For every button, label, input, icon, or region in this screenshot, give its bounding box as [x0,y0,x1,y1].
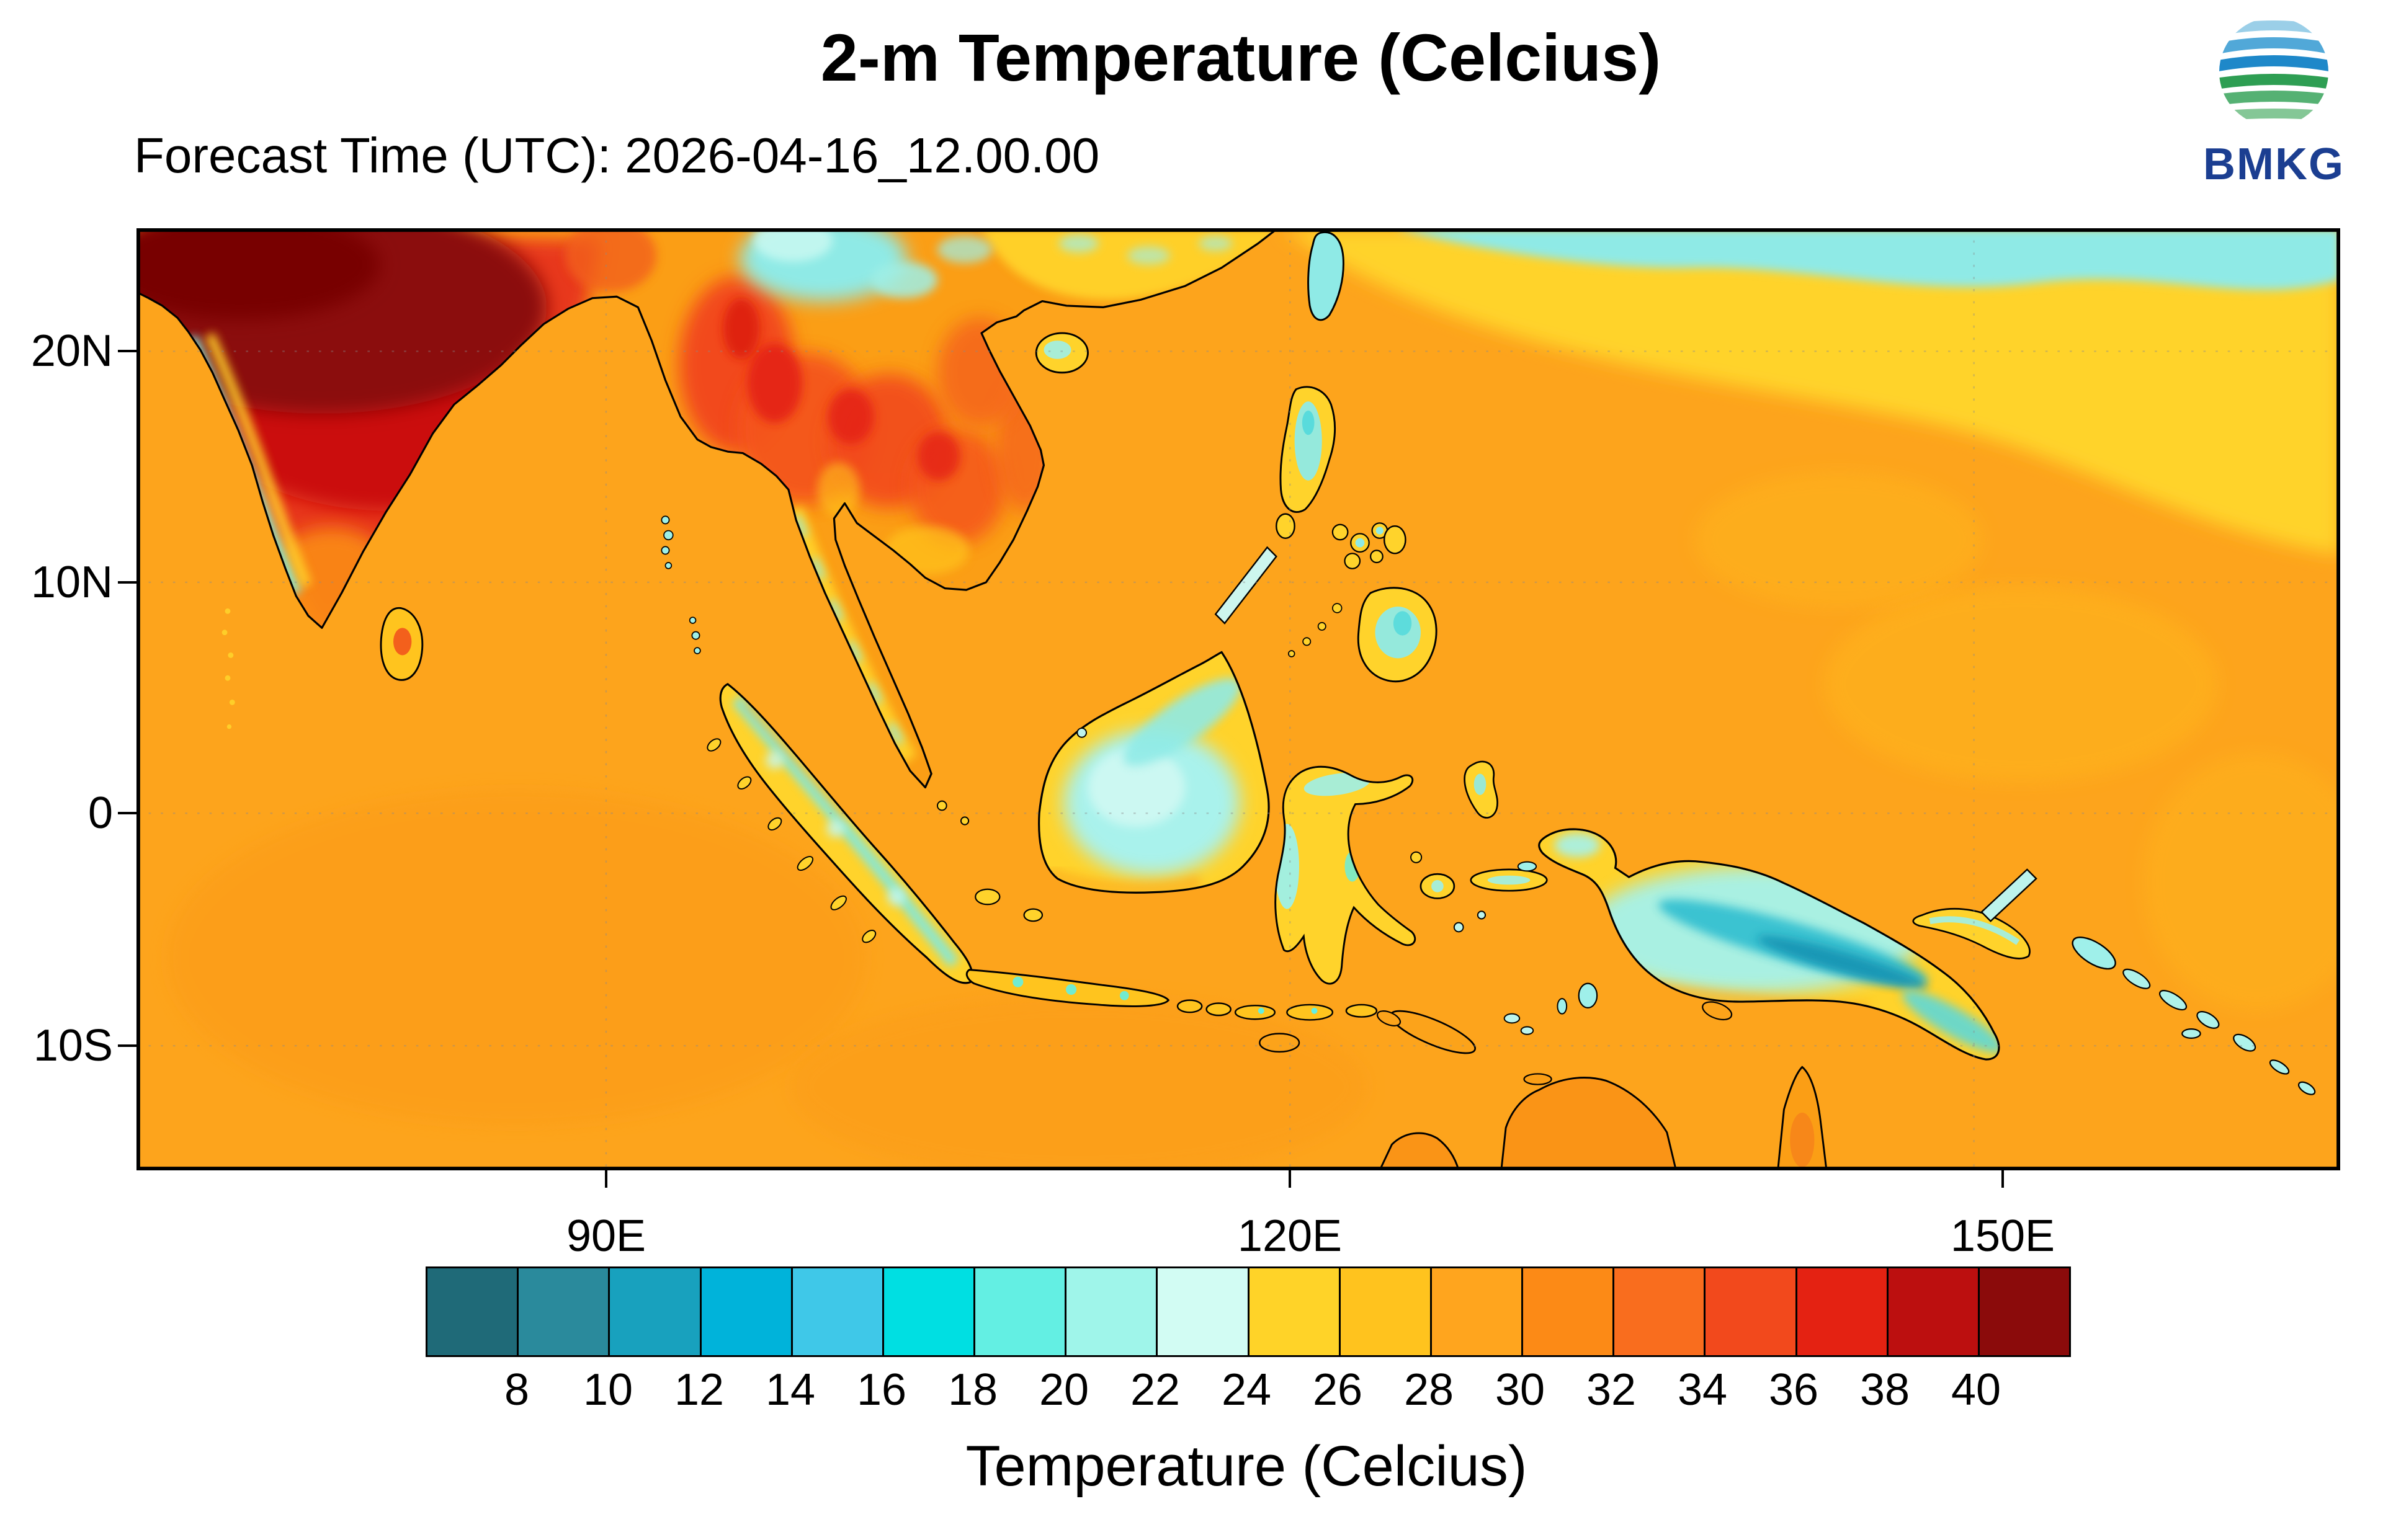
colorbar-tick-label: 20 [1039,1365,1089,1415]
colorbar-cell [427,1268,519,1355]
island-sumatra [707,683,1044,984]
island-sulawesi-maluku [1274,760,1548,1035]
colorbar-cell [1614,1268,1706,1355]
colorbar-tick-label: 40 [1951,1365,2001,1415]
mentawai-chain [707,738,877,943]
colorbar-tick-label: 32 [1586,1365,1637,1415]
y-axis-tick [118,581,136,584]
colorbar-cell [1431,1268,1524,1355]
colorbar-cell [1158,1268,1250,1355]
lat-label-10n: 10N [30,558,113,607]
lat-label-20n: 20N [30,326,113,376]
colorbar-title: Temperature (Celcius) [965,1435,1527,1498]
page-title: 2-m Temperature (Celcius) [820,20,1661,95]
landmass-australia [1379,1066,1828,1170]
lon-label-150e: 150E [1950,1211,2055,1261]
islands-philippines [1214,386,1437,683]
bmkg-logo-text: BMKG [2203,140,2345,189]
lat-label-0: 0 [87,788,113,838]
lon-label-120e: 120E [1237,1211,1343,1261]
colorbar-cell [792,1268,884,1355]
colorbar-cell [1340,1268,1432,1355]
colorbar-tick-label: 38 [1859,1365,1910,1415]
colorbar-cell [1979,1268,2070,1355]
lat-label-10s: 10S [33,1021,113,1070]
colorbar-cell [701,1268,793,1355]
colorbar-cell [519,1268,610,1355]
colorbar-cell [1066,1268,1158,1355]
colorbar-tick-label: 18 [947,1365,998,1415]
colorbar-tick-label: 24 [1221,1365,1272,1415]
colorbar-tick-label: 34 [1677,1365,1728,1415]
x-axis-tick [2001,1170,2004,1188]
colorbar-tick-label: 26 [1312,1365,1363,1415]
y-axis-tick [118,1044,136,1047]
colorbar-cell [1523,1268,1615,1355]
forecast-time-label: Forecast Time (UTC): 2026-04-16_12.00.00 [134,128,1100,183]
islands-melanesia [1912,868,2316,1095]
colorbar-cell [1706,1268,1797,1355]
temperature-field-svg [136,228,2340,1170]
colorbar-tick-label: 16 [856,1365,907,1415]
island-hainan [1035,332,1089,374]
colorbar-tick-label: 22 [1130,1365,1181,1415]
island-borneo [1038,651,1270,894]
colorbar-cell [610,1268,702,1355]
map-frame [136,228,2340,1170]
sea-temperature-tints [166,228,2340,1170]
lon-label-90e: 90E [566,1211,646,1261]
colorbar-tick-label: 10 [583,1365,633,1415]
colorbar-tick-labels: 8 10 12 14 16 18 20 22 24 26 28 30 32 34 36 38 40 [426,1364,2067,1420]
colorbar-tick-label: 12 [674,1365,725,1415]
y-axis-tick [118,812,136,814]
x-axis-tick [605,1170,607,1188]
island-java-lesser-sunda [965,969,1476,1054]
island-taiwan [1307,231,1344,321]
bmkg-globe-icon [2219,17,2328,127]
bmkg-logo: BMKG [2196,12,2351,190]
colorbar-cell [1797,1268,1889,1355]
x-axis-tick [1289,1170,1291,1188]
colorbar-cell [883,1268,976,1355]
colorbar-cell [1888,1268,1980,1355]
colorbar-tick-label: 36 [1768,1365,1819,1415]
graticule [136,228,2340,1170]
colorbar-tick-label: 30 [1495,1365,1545,1415]
colorbar-tick-label: 28 [1403,1365,1454,1415]
colorbar-cell [975,1268,1067,1355]
andaman-islands [661,515,701,654]
colorbar-cell [1249,1268,1341,1355]
colorbar [426,1266,2071,1357]
atoll-dots [221,608,235,729]
colorbar-tick-label: 14 [765,1365,816,1415]
y-axis-tick [118,350,136,352]
temperature-map [136,228,2340,1170]
colorbar-tick-label: 8 [504,1365,530,1415]
island-sri-lanka [380,607,424,681]
